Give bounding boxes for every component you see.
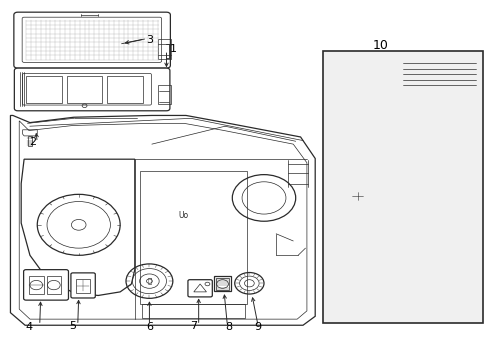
Bar	[339, 282, 353, 293]
Bar	[427, 282, 435, 289]
Bar	[215, 278, 229, 290]
Bar	[409, 175, 468, 216]
Text: 5: 5	[69, 321, 76, 331]
Bar	[76, 279, 90, 293]
Text: 8: 8	[225, 322, 232, 332]
Text: 3: 3	[145, 35, 153, 45]
Bar	[29, 276, 43, 294]
Bar	[46, 276, 61, 294]
Text: 2: 2	[29, 138, 36, 147]
Bar	[107, 76, 142, 103]
Bar	[158, 39, 171, 59]
Bar	[334, 65, 343, 85]
Bar	[409, 270, 458, 291]
Text: 4: 4	[25, 322, 33, 332]
Text: 1: 1	[170, 44, 177, 54]
Bar	[140, 171, 246, 304]
FancyBboxPatch shape	[71, 273, 95, 298]
Bar	[142, 304, 244, 318]
Bar	[441, 282, 450, 289]
Bar	[334, 262, 373, 295]
FancyBboxPatch shape	[14, 68, 169, 111]
Text: 7: 7	[189, 321, 197, 331]
FancyBboxPatch shape	[187, 280, 212, 297]
Bar	[346, 65, 355, 85]
Bar	[213, 276, 231, 291]
Text: 9: 9	[254, 322, 261, 332]
FancyBboxPatch shape	[14, 12, 170, 68]
Bar	[66, 76, 102, 103]
Text: ⌕: ⌕	[147, 277, 151, 284]
Text: 6: 6	[145, 322, 153, 332]
FancyBboxPatch shape	[23, 270, 68, 300]
Bar	[322, 51, 483, 323]
Bar	[359, 65, 368, 85]
Text: 10: 10	[372, 39, 388, 52]
Bar	[158, 85, 171, 104]
Text: Uo: Uo	[178, 211, 188, 220]
Bar	[372, 65, 381, 85]
Bar	[412, 282, 421, 289]
Bar	[26, 76, 61, 103]
